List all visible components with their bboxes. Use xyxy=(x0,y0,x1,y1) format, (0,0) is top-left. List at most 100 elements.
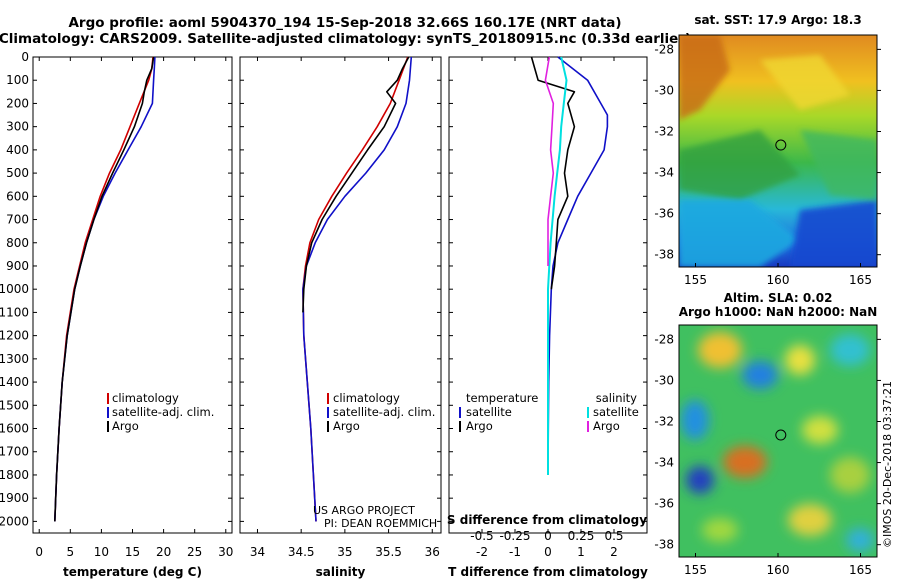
temperature-legend-entry: climatology xyxy=(112,391,179,405)
depth-tick-label: 900 xyxy=(6,259,29,273)
temperature-xtick-label: 0 xyxy=(35,545,43,559)
salinity-legend-entry: satellite-adj. clim. xyxy=(333,405,435,419)
depth-tick-label: 1000 xyxy=(0,282,29,296)
map-xtick-label: 160 xyxy=(767,273,790,287)
map-xtick-label: 160 xyxy=(767,563,790,577)
credit-pi: PI: DEAN ROEMMICH xyxy=(324,517,437,530)
map-ytick-label: -34 xyxy=(654,166,674,180)
depth-tick-label: 800 xyxy=(6,236,29,250)
salinity-xtick-label: 34 xyxy=(250,545,265,559)
depth-tick-label: 1800 xyxy=(0,468,29,482)
difference-xtick-label: -1 xyxy=(509,545,521,559)
map-ytick-label: -28 xyxy=(654,332,674,346)
map-xtick-label: 165 xyxy=(849,563,872,577)
difference-s-tick-label: 0.25 xyxy=(568,529,595,543)
depth-tick-label: 1700 xyxy=(0,445,29,459)
salinity-argo-line xyxy=(302,56,410,313)
difference-xtick-label: 0 xyxy=(544,545,552,559)
sla-map-image xyxy=(679,325,877,557)
depth-tick-label: 1900 xyxy=(0,491,29,505)
difference-xtick-label: 2 xyxy=(610,545,618,559)
sla-map-title2: Argo h1000: NaN h2000: NaN xyxy=(679,305,878,319)
difference-s-tick-label: 0.5 xyxy=(604,529,623,543)
difference-legend-title-left: temperature xyxy=(466,391,538,405)
depth-tick-label: 1400 xyxy=(0,375,29,389)
map-ytick-label: -36 xyxy=(654,497,674,511)
depth-tick-label: 1100 xyxy=(0,305,29,319)
difference-s-argo-line xyxy=(544,56,555,266)
sst-map-image xyxy=(679,35,877,267)
depth-tick-label: 1500 xyxy=(0,398,29,412)
temperature-xtick-label: 20 xyxy=(156,545,171,559)
difference-s-tick-label: -0.5 xyxy=(470,529,493,543)
depth-tick-label: 0 xyxy=(21,50,29,64)
difference-t-argo-line xyxy=(530,56,576,290)
temperature-panel: 0100200300400500600700800900100011001200… xyxy=(0,50,233,579)
sla-float-position-marker xyxy=(775,429,787,441)
temperature-frame xyxy=(32,56,233,534)
temperature-xlabel: temperature (deg C) xyxy=(63,565,202,579)
difference-legend-entry: Argo xyxy=(466,419,493,433)
difference-legend-entry: satellite xyxy=(466,405,512,419)
depth-tick-label: 2000 xyxy=(0,514,29,528)
depth-tick-label: 300 xyxy=(6,120,29,134)
difference-s-tick-label: 0 xyxy=(544,529,552,543)
depth-tick-label: 1200 xyxy=(0,329,29,343)
sla-map-title1: Altim. SLA: 0.02 xyxy=(724,291,833,305)
salinity-xtick-label: 35.5 xyxy=(375,545,402,559)
difference-xlabel: T difference from climatology xyxy=(448,565,648,579)
salinity-xtick-label: 34.5 xyxy=(288,545,315,559)
difference-legend-title-right: salinity xyxy=(596,391,637,405)
depth-tick-label: 500 xyxy=(6,166,29,180)
temperature-xtick-label: 25 xyxy=(187,545,202,559)
depth-tick-label: 200 xyxy=(6,96,29,110)
salinity-xtick-label: 35 xyxy=(337,545,352,559)
temperature-legend-entry: Argo xyxy=(112,419,139,433)
temperature-xtick-label: 15 xyxy=(125,545,140,559)
temperature-xtick-label: 10 xyxy=(94,545,109,559)
imos-credit: ©IMOS 20-Dec-2018 03:37:21 xyxy=(881,381,894,548)
credit-project: US ARGO PROJECT xyxy=(313,504,415,517)
temperature-argo-line xyxy=(54,56,155,522)
map-ytick-label: -38 xyxy=(654,538,674,552)
map-ytick-label: -38 xyxy=(654,248,674,262)
difference-top-xlabel: S difference from climatology xyxy=(447,513,647,527)
depth-tick-label: 1300 xyxy=(0,352,29,366)
salinity-legend-entry: Argo xyxy=(333,419,360,433)
difference-s-tick-label: -0.25 xyxy=(499,529,530,543)
temperature-xtick-label: 5 xyxy=(66,545,74,559)
salinity-panel: 34 34.5 35 35.5 36 salinity climatologysatelli… xyxy=(239,56,442,579)
temperature-legend-entry: satellite-adj. clim. xyxy=(112,405,214,419)
map-ytick-label: -28 xyxy=(654,42,674,56)
difference-legend-entry: Argo xyxy=(593,419,620,433)
depth-tick-label: 100 xyxy=(6,73,29,87)
header-line1: Argo profile: aoml 5904370_194 15-Sep-20… xyxy=(68,15,621,31)
header-line2: Climatology: CARS2009. Satellite-adjuste… xyxy=(0,31,691,47)
map-ytick-label: -32 xyxy=(654,124,674,138)
salinity-legend-entry: climatology xyxy=(333,391,400,405)
difference-xtick-label: -2 xyxy=(476,545,488,559)
map-ytick-label: -30 xyxy=(654,373,674,387)
salinity-satellite-line xyxy=(302,56,413,522)
map-ytick-label: -36 xyxy=(654,207,674,221)
depth-tick-label: 700 xyxy=(6,213,29,227)
map-ytick-label: -34 xyxy=(654,456,674,470)
map-ytick-label: -30 xyxy=(654,83,674,97)
difference-panel: -2 -1 0 1 2 T difference from climatology S di… xyxy=(447,56,648,579)
difference-t-satellite-line xyxy=(547,56,609,476)
depth-tick-label: 400 xyxy=(6,143,29,157)
difference-legend-entry: satellite xyxy=(593,405,639,419)
salinity-frame xyxy=(239,56,442,534)
salinity-xlabel: salinity xyxy=(316,565,366,579)
map-ytick-label: -32 xyxy=(654,414,674,428)
salinity-xtick-label: 36 xyxy=(425,545,440,559)
depth-tick-label: 600 xyxy=(6,189,29,203)
difference-xtick-label: 1 xyxy=(577,545,585,559)
sst-map-title: sat. SST: 17.9 Argo: 18.3 xyxy=(694,13,861,27)
map-xtick-label: 155 xyxy=(684,273,707,287)
map-xtick-label: 155 xyxy=(684,563,707,577)
difference-s-satellite-line xyxy=(547,56,568,475)
map-xtick-label: 165 xyxy=(849,273,872,287)
temperature-xtick-label: 30 xyxy=(218,545,233,559)
